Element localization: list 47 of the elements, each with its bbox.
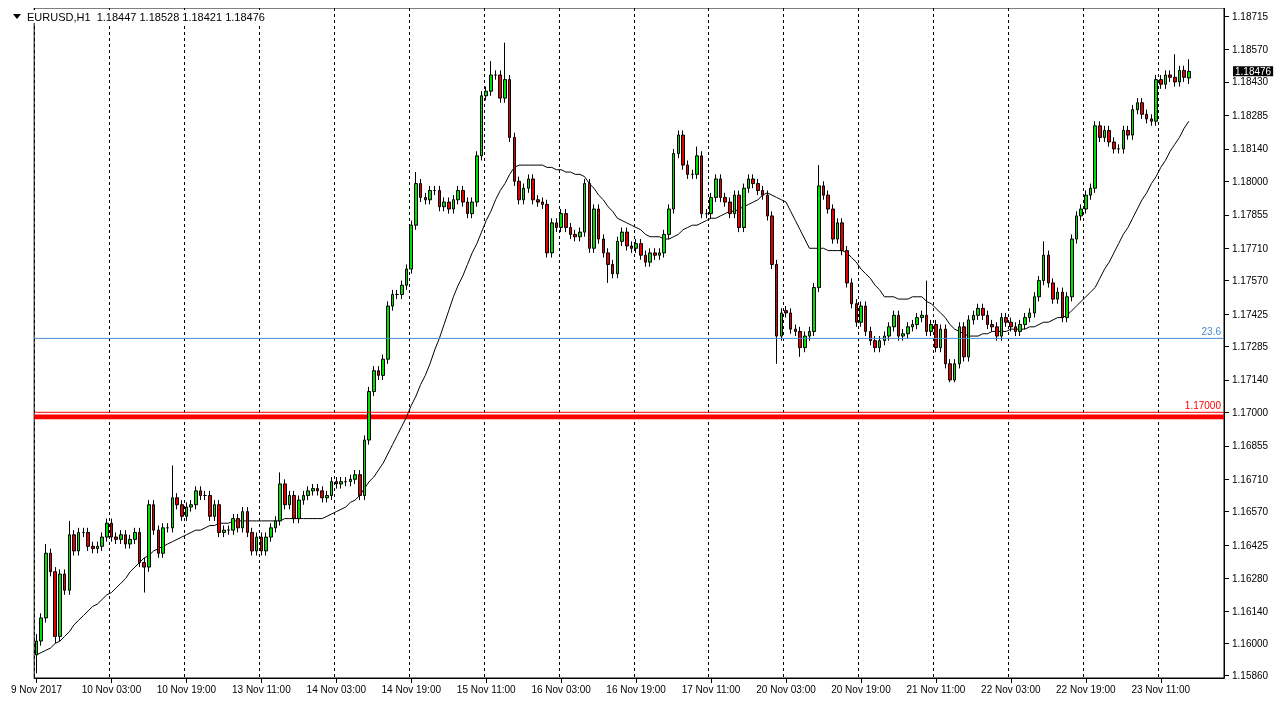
x-tick-label: 14 Nov 03:00 bbox=[306, 683, 367, 695]
candlestick bbox=[161, 522, 165, 559]
y-tick-label: 1.16855 bbox=[1232, 440, 1269, 452]
x-tick-label: 13 Nov 11:00 bbox=[232, 683, 292, 695]
y-tick-label: 1.16000 bbox=[1232, 637, 1269, 649]
x-tick-label: 15 Nov 11:00 bbox=[456, 683, 517, 695]
x-tick-label: 22 Nov 03:00 bbox=[981, 683, 1042, 695]
x-tick-label: 23 Nov 11:00 bbox=[1131, 683, 1191, 695]
y-tick-label: 1.16710 bbox=[1232, 473, 1269, 485]
y-tick-label: 1.17140 bbox=[1232, 374, 1269, 386]
candlestick bbox=[1140, 97, 1144, 120]
y-tick-label: 1.17710 bbox=[1232, 242, 1269, 254]
y-tick-label: 1.17570 bbox=[1232, 275, 1269, 287]
y-tick-label: 1.16140 bbox=[1232, 605, 1269, 617]
x-tick-label: 20 Nov 19:00 bbox=[831, 683, 892, 695]
y-tick-label: 1.17285 bbox=[1232, 340, 1269, 352]
x-tick-label: 20 Nov 03:00 bbox=[756, 683, 817, 695]
x-tick-label: 16 Nov 03:00 bbox=[531, 683, 592, 695]
y-tick-label: 1.18140 bbox=[1232, 143, 1269, 155]
candlestick bbox=[208, 490, 212, 522]
y-tick-label: 1.16280 bbox=[1232, 573, 1269, 585]
x-tick-label: 10 Nov 19:00 bbox=[156, 683, 217, 695]
y-tick-label: 1.17855 bbox=[1232, 209, 1269, 221]
x-tick-label: 9 Nov 2017 bbox=[10, 683, 63, 695]
y-tick-label: 1.18715 bbox=[1232, 10, 1269, 22]
x-tick-label: 22 Nov 19:00 bbox=[1056, 683, 1116, 695]
y-tick-label: 1.16425 bbox=[1232, 539, 1269, 551]
x-tick-label: 16 Nov 19:00 bbox=[606, 683, 667, 695]
x-tick-label: 14 Nov 19:00 bbox=[381, 683, 442, 695]
x-tick-label: 10 Nov 03:00 bbox=[81, 683, 142, 695]
y-tick-label: 1.17425 bbox=[1232, 308, 1269, 320]
y-tick-label: 1.18430 bbox=[1232, 76, 1269, 88]
y-tick-label: 1.18570 bbox=[1232, 44, 1269, 56]
text: 1.18476 bbox=[1235, 65, 1272, 77]
y-tick-label: 1.18285 bbox=[1232, 109, 1269, 121]
y-tick-label: 1.18000 bbox=[1232, 175, 1269, 187]
y-tick-label: 1.15860 bbox=[1232, 670, 1269, 682]
y-tick-label: 1.16570 bbox=[1232, 506, 1269, 518]
y-tick-label: 1.17000 bbox=[1232, 406, 1269, 418]
chart-title: EURUSD,H1 1.18447 1.18528 1.18421 1.18476 bbox=[27, 10, 265, 23]
candlestick bbox=[428, 185, 432, 205]
candlestick bbox=[339, 476, 343, 490]
annotation: 23.6 bbox=[1201, 325, 1222, 337]
ref-line-label: 1.17000 bbox=[1184, 399, 1222, 411]
x-tick-label: 17 Nov 11:00 bbox=[681, 683, 741, 695]
x-tick-label: 21 Nov 11:00 bbox=[906, 683, 966, 695]
candlestick bbox=[1117, 143, 1120, 155]
